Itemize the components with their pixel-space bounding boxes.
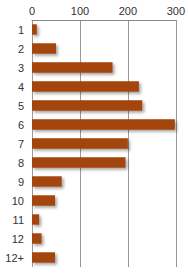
svg-text:12: 12: [12, 233, 24, 245]
svg-text:6: 6: [18, 119, 24, 131]
svg-text:0: 0: [29, 5, 35, 17]
svg-text:1: 1: [18, 24, 24, 36]
svg-text:12+: 12+: [5, 252, 24, 264]
svg-text:300: 300: [167, 5, 185, 17]
svg-text:200: 200: [119, 5, 137, 17]
svg-text:100: 100: [71, 5, 89, 17]
svg-text:8: 8: [18, 157, 24, 169]
svg-text:11: 11: [13, 214, 24, 226]
svg-text:10: 10: [12, 195, 24, 207]
svg-text:2: 2: [18, 43, 24, 55]
svg-text:7: 7: [18, 138, 24, 150]
svg-text:9: 9: [18, 176, 24, 188]
svg-text:5: 5: [18, 100, 24, 112]
svg-text:3: 3: [18, 62, 24, 74]
svg-text:4: 4: [18, 81, 24, 93]
